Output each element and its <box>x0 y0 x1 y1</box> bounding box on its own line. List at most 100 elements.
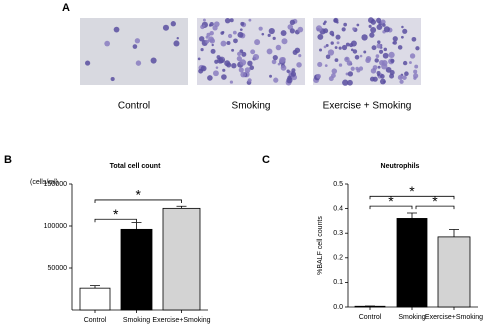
cell <box>200 48 204 52</box>
cell <box>325 54 331 60</box>
cell <box>224 17 231 24</box>
cell <box>380 19 386 25</box>
y-tick-label: 0.1 <box>333 279 343 286</box>
cell <box>376 70 381 75</box>
cell <box>226 62 232 68</box>
cell <box>392 40 397 45</box>
error-bar <box>131 222 142 230</box>
bar <box>437 236 471 308</box>
cell <box>240 71 247 78</box>
cell <box>197 57 201 61</box>
cell <box>213 21 220 27</box>
cell <box>402 28 408 34</box>
cell <box>281 57 286 62</box>
panel-label: C <box>262 154 270 166</box>
cell <box>350 48 354 52</box>
error-bar <box>407 212 417 219</box>
cell <box>211 43 214 47</box>
cell <box>414 64 419 69</box>
cell <box>229 18 234 23</box>
cell <box>200 65 207 72</box>
cell <box>210 48 216 54</box>
cell <box>199 36 205 42</box>
panel-label: B <box>4 154 12 166</box>
y-tick-label: 0.4 <box>333 205 343 212</box>
cell <box>294 47 301 54</box>
cell <box>113 26 120 33</box>
cell <box>336 21 339 24</box>
cell <box>221 74 227 80</box>
cell <box>227 33 233 39</box>
cell <box>249 65 255 71</box>
cell <box>345 42 350 47</box>
cell <box>380 74 385 79</box>
cell <box>261 32 265 36</box>
y-axis-label: (cells/ml) <box>30 179 58 186</box>
cell <box>254 39 261 46</box>
cell <box>239 59 247 66</box>
cell <box>237 51 242 57</box>
significance-bracket <box>94 218 137 223</box>
cell <box>268 27 275 35</box>
error-bar <box>90 285 100 289</box>
y-tick-label: 0.2 <box>333 255 343 262</box>
cell <box>338 46 342 50</box>
cell <box>376 17 382 23</box>
cell <box>374 58 379 63</box>
cell <box>222 68 226 72</box>
cell <box>213 70 219 77</box>
cell <box>315 25 323 32</box>
cell <box>236 56 242 62</box>
cell <box>132 44 138 49</box>
cell <box>229 80 234 84</box>
cell <box>325 43 329 47</box>
cell <box>345 72 349 76</box>
cell <box>365 57 371 63</box>
x-tick-label: Exercise+Smoking <box>425 314 483 321</box>
cell <box>336 41 340 45</box>
significance-mark: * <box>113 206 119 222</box>
cell <box>409 53 416 59</box>
cell <box>269 74 272 78</box>
cell <box>375 54 380 58</box>
error-bar <box>449 229 459 237</box>
cell <box>383 47 388 52</box>
bar <box>120 228 153 311</box>
cell <box>231 48 235 52</box>
cell <box>376 43 382 49</box>
cell <box>382 52 389 59</box>
cell <box>201 21 208 28</box>
cell <box>150 57 157 64</box>
significance-bracket <box>415 205 455 210</box>
cell <box>289 19 296 25</box>
cell <box>217 57 224 64</box>
cell <box>331 33 335 37</box>
cell <box>215 66 219 69</box>
cell <box>281 38 288 45</box>
cell <box>250 49 256 55</box>
cell <box>334 46 338 49</box>
cell <box>110 76 115 82</box>
cell <box>290 71 297 77</box>
chart-title: Total cell count <box>110 163 161 170</box>
cell <box>317 33 324 40</box>
bar <box>396 218 428 308</box>
y-tick-label: 150000 <box>44 181 67 188</box>
cell <box>356 23 360 27</box>
cell <box>415 46 420 51</box>
cell <box>346 60 353 66</box>
cell <box>389 70 395 76</box>
cell <box>400 35 404 39</box>
cell <box>404 71 409 77</box>
cell <box>237 31 244 38</box>
cell <box>377 40 381 44</box>
cell <box>286 77 293 84</box>
cell <box>342 79 349 86</box>
cell <box>352 27 356 31</box>
cell <box>232 30 237 35</box>
x-tick-label: Control <box>359 314 382 321</box>
image-caption: Control <box>118 101 150 112</box>
cell <box>347 71 354 77</box>
y-tick-label: 0.5 <box>333 181 343 188</box>
cell <box>376 24 383 31</box>
